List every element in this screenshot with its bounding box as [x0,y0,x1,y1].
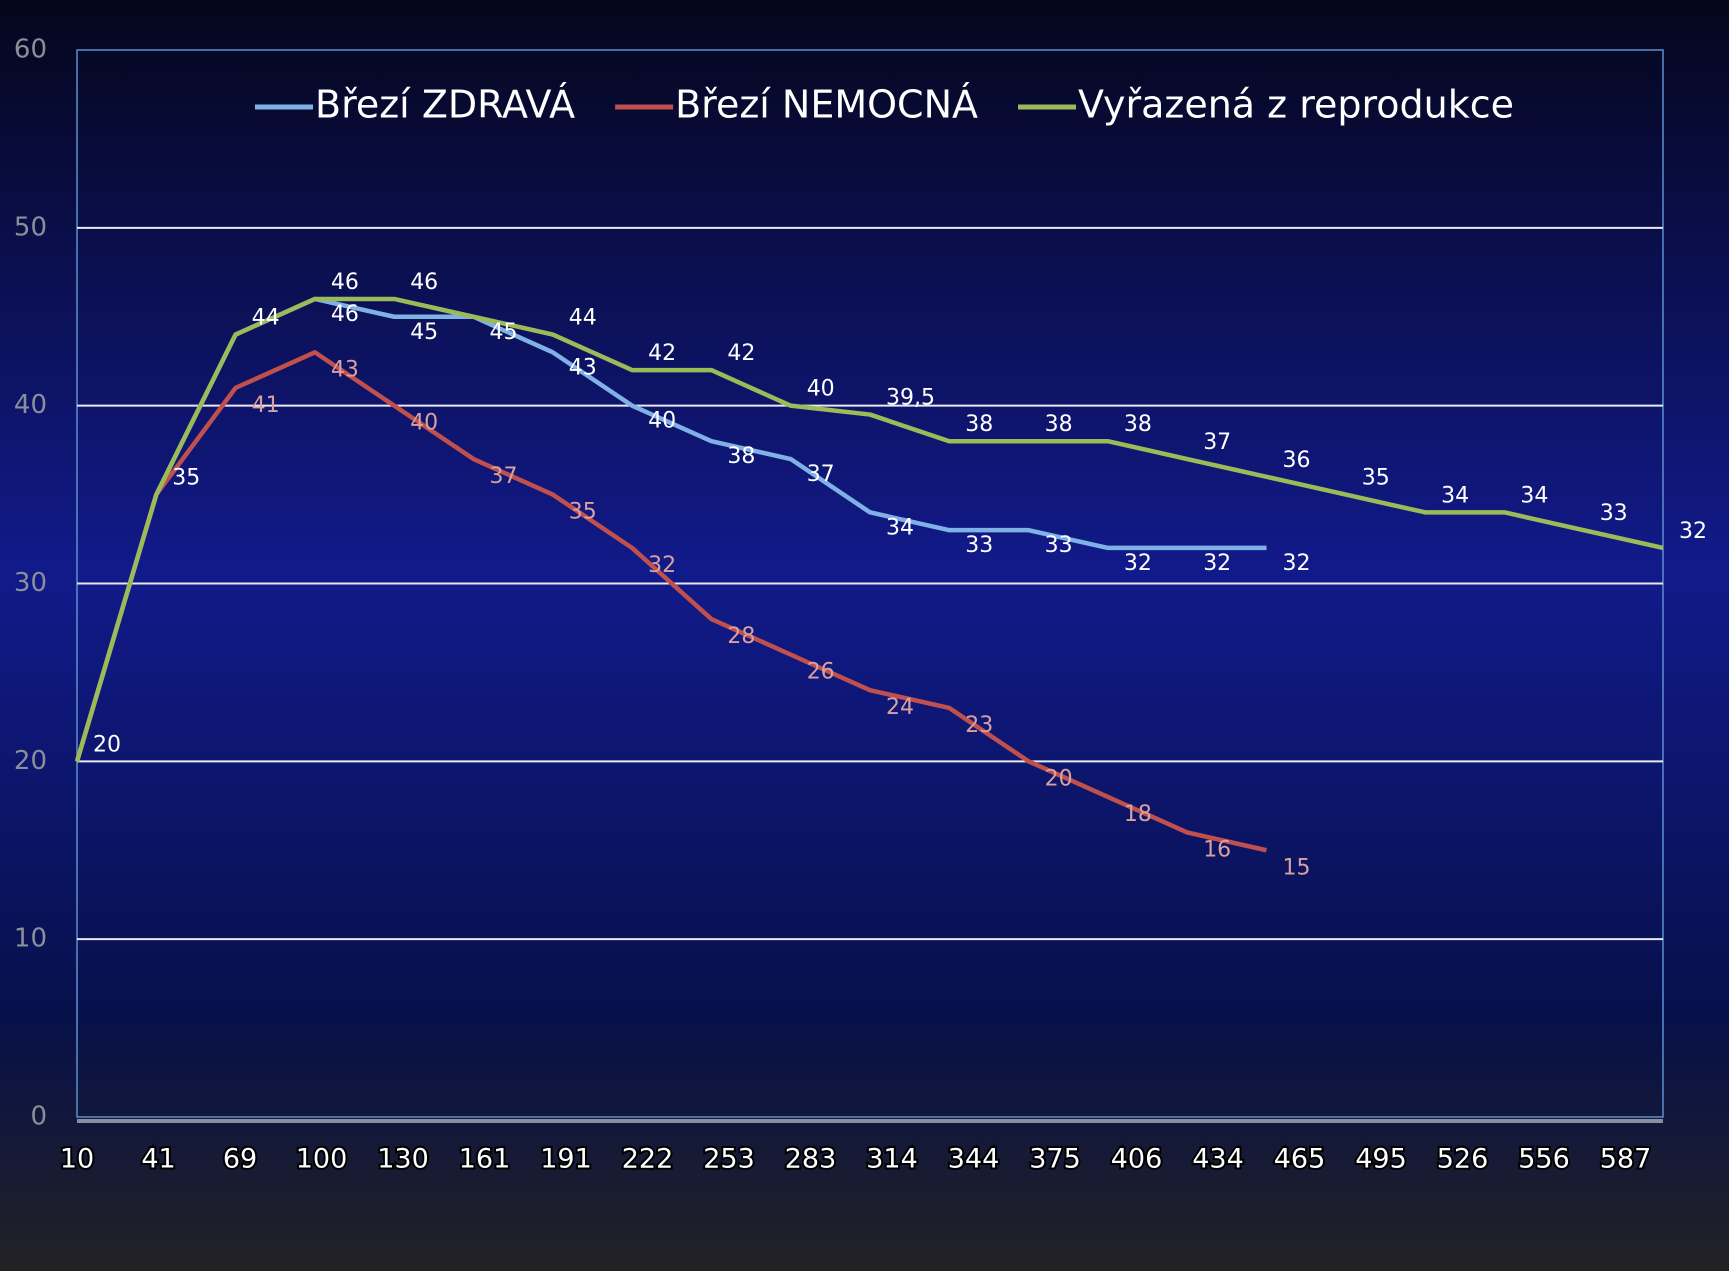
x-tick-label: 526 [1437,1144,1489,1175]
data-label: 33 [1045,533,1073,558]
data-label: 37 [1203,430,1231,455]
data-label: 33 [965,533,993,558]
data-label: 32 [1124,551,1152,576]
y-tick-label: 60 [14,35,47,65]
data-label: 32 [648,553,676,578]
legend-label: Březí NEMOCNÁ [675,83,978,127]
x-tick-label: 10 [60,1144,94,1175]
x-tick-label: 253 [703,1144,755,1175]
data-label: 34 [886,515,914,540]
data-label: 37 [807,462,835,487]
y-tick-label: 0 [30,1102,47,1132]
data-label: 44 [569,306,597,331]
data-label: 38 [727,444,755,469]
data-label: 38 [965,412,993,437]
x-tick-label: 283 [785,1144,837,1175]
x-tick-label: 587 [1600,1144,1652,1175]
data-label: 46 [410,270,438,295]
x-tick-label: 344 [948,1144,1000,1175]
data-label: 39,5 [886,386,935,411]
x-tick-label: 222 [622,1144,674,1175]
x-tick-label: 130 [377,1144,429,1175]
legend-label: Březí ZDRAVÁ [315,83,575,127]
data-label: 41 [252,393,280,418]
data-label: 33 [1600,501,1628,526]
data-label: 18 [1124,802,1152,827]
data-label: 43 [331,357,359,382]
data-label: 40 [648,409,676,434]
y-tick-label: 20 [14,746,47,776]
data-label: 28 [727,624,755,649]
data-label: 42 [727,341,755,366]
x-tick-label: 406 [1111,1144,1163,1175]
data-label: 16 [1203,837,1231,862]
x-tick-label: 375 [1029,1144,1081,1175]
y-tick-label: 30 [14,568,47,598]
data-label: 15 [1283,855,1311,880]
line-series [74,350,1267,853]
data-label: 20 [1045,766,1073,791]
data-label: 23 [965,713,993,738]
data-label: 35 [1362,466,1390,491]
data-label: 24 [886,695,914,720]
x-tick-label: 69 [223,1144,257,1175]
data-label: 35 [569,500,597,525]
x-tick-label: 191 [540,1144,592,1175]
data-label: 38 [1124,412,1152,437]
x-tick-label: 495 [1355,1144,1407,1175]
line-series [74,296,1664,762]
data-label: 43 [569,355,597,380]
data-label: 44 [252,306,280,331]
data-label: 46 [331,270,359,295]
y-tick-label: 10 [14,924,47,954]
data-label: 32 [1203,551,1231,576]
x-tick-label: 314 [866,1144,918,1175]
data-label: 45 [490,320,518,345]
x-tick-label: 161 [459,1144,511,1175]
data-label: 32 [1679,519,1707,544]
x-tick-label: 100 [296,1144,348,1175]
x-tick-label: 465 [1274,1144,1326,1175]
data-label: 36 [1283,448,1311,473]
data-label: 34 [1520,483,1548,508]
data-label: 40 [807,377,835,402]
data-label: 38 [1045,412,1073,437]
data-label: 26 [807,660,835,685]
data-label: 34 [1441,483,1469,508]
data-label: 46 [331,302,359,327]
y-tick-label: 50 [14,212,47,242]
data-label: 45 [410,320,438,345]
data-label: 35 [172,466,200,491]
x-tick-label: 556 [1518,1144,1570,1175]
data-label: 20 [93,732,121,757]
x-tick-label: 434 [1192,1144,1244,1175]
data-label: 32 [1283,551,1311,576]
data-label: 37 [490,464,518,489]
y-tick-label: 40 [14,390,47,420]
data-label: 40 [410,411,438,436]
legend-label: Vyřazená z reprodukce [1078,83,1514,127]
x-tick-label: 41 [141,1144,175,1175]
data-label: 42 [648,341,676,366]
